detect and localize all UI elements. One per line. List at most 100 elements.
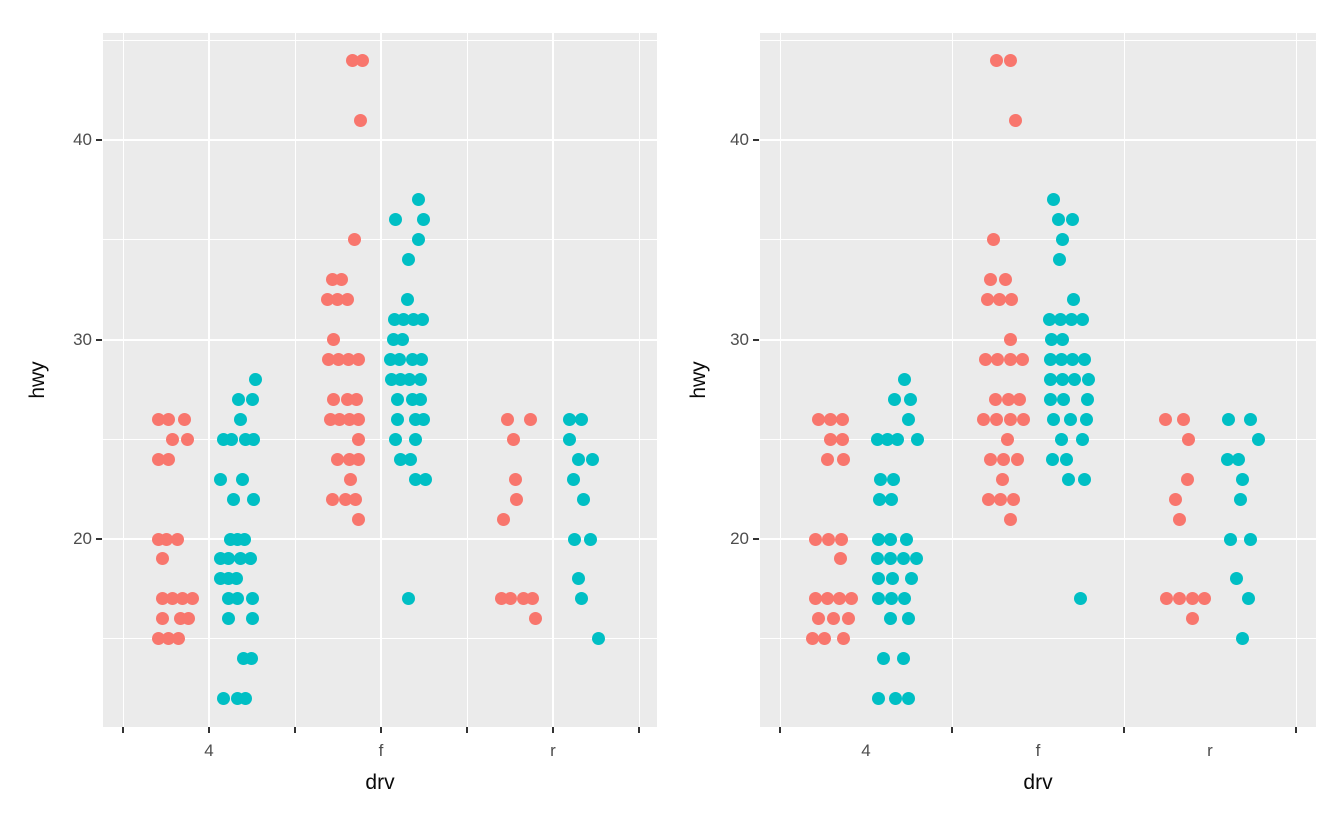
data-point-red xyxy=(1159,592,1173,606)
data-point-red xyxy=(811,412,825,426)
data-point-red xyxy=(1001,392,1015,406)
x-axis-tick-mark xyxy=(552,727,554,733)
data-point-teal xyxy=(887,392,901,406)
data-point-teal xyxy=(1233,492,1247,506)
data-point-red xyxy=(332,412,346,426)
data-point-red xyxy=(836,452,850,466)
data-point-red xyxy=(528,612,542,626)
data-point-teal xyxy=(1075,313,1089,327)
gridline-v-major xyxy=(380,33,382,727)
data-point-red xyxy=(351,412,365,426)
data-point-teal xyxy=(890,432,904,446)
data-point-teal xyxy=(1231,452,1245,466)
data-point-teal xyxy=(909,552,923,566)
data-point-red xyxy=(808,532,822,546)
x-axis-tick-mark xyxy=(951,727,953,733)
data-point-teal xyxy=(388,213,402,227)
data-point-red xyxy=(1012,392,1026,406)
data-point-red xyxy=(508,472,522,486)
data-point-red xyxy=(343,472,357,486)
data-point-teal xyxy=(231,392,245,406)
data-point-teal xyxy=(401,592,415,606)
data-point-red xyxy=(345,53,359,67)
data-point-teal xyxy=(1043,392,1057,406)
data-point-teal xyxy=(897,592,911,606)
data-point-red xyxy=(989,53,1003,67)
data-point-teal xyxy=(576,492,590,506)
x-axis-tick-mark xyxy=(1123,727,1125,733)
data-point-teal xyxy=(1046,412,1060,426)
data-point-teal xyxy=(886,472,900,486)
data-point-teal xyxy=(390,392,404,406)
data-point-teal xyxy=(1080,392,1094,406)
data-point-red xyxy=(811,612,825,626)
data-point-red xyxy=(151,412,165,426)
data-point-red xyxy=(180,432,194,446)
data-point-red xyxy=(151,632,165,646)
data-point-red xyxy=(330,452,344,466)
data-point-teal xyxy=(567,532,581,546)
data-point-teal xyxy=(883,532,897,546)
x-axis-tick-label: r xyxy=(550,741,556,760)
data-point-teal xyxy=(1045,452,1059,466)
data-point-red xyxy=(976,412,990,426)
data-point-teal xyxy=(1223,532,1237,546)
data-point-teal xyxy=(1054,352,1068,366)
data-point-teal xyxy=(896,652,910,666)
data-point-red xyxy=(833,552,847,566)
gridline-h-major xyxy=(760,538,1316,540)
data-point-red xyxy=(503,592,517,606)
data-point-teal xyxy=(395,333,409,346)
data-point-red xyxy=(349,392,363,406)
data-point-teal xyxy=(224,432,238,446)
gridline-h-minor xyxy=(760,638,1316,640)
data-point-teal xyxy=(871,692,885,706)
data-point-teal xyxy=(413,392,427,406)
data-point-red xyxy=(1016,412,1030,426)
data-point-teal xyxy=(1065,213,1079,227)
data-point-red xyxy=(325,492,339,506)
data-point-teal xyxy=(413,372,427,386)
data-point-red xyxy=(1003,352,1017,366)
gridline-v-minor xyxy=(294,33,296,727)
data-point-red xyxy=(155,552,169,566)
x-axis-tick-label: r xyxy=(1207,741,1213,760)
data-point-teal xyxy=(1241,592,1255,606)
data-point-teal xyxy=(571,452,585,466)
data-point-red xyxy=(155,592,169,606)
data-point-red xyxy=(185,592,199,606)
data-point-teal xyxy=(880,432,894,446)
data-point-teal xyxy=(416,412,430,426)
x-axis-tick-mark xyxy=(1295,727,1297,733)
x-axis-tick-mark xyxy=(466,727,468,733)
data-point-teal xyxy=(574,412,588,426)
gridline-h-major xyxy=(760,139,1316,141)
data-point-red xyxy=(983,452,997,466)
data-point-red xyxy=(1015,352,1029,366)
data-point-red xyxy=(834,532,848,546)
data-point-red xyxy=(835,412,849,426)
data-point-red xyxy=(331,352,345,366)
data-point-teal xyxy=(1042,313,1056,327)
data-point-teal xyxy=(1056,392,1070,406)
data-point-teal xyxy=(246,492,260,506)
data-point-red xyxy=(1172,512,1186,526)
data-point-teal xyxy=(238,692,252,706)
data-point-teal xyxy=(562,412,576,426)
data-point-teal xyxy=(221,612,235,626)
data-point-red xyxy=(330,293,344,307)
gridline-v-minor xyxy=(1295,33,1297,727)
gridline-h-major xyxy=(760,338,1316,341)
y-axis-tick-mark xyxy=(753,538,759,540)
data-point-teal xyxy=(871,572,885,586)
data-point-red xyxy=(1000,432,1014,446)
y-axis-tick-mark xyxy=(96,139,102,141)
data-point-teal xyxy=(418,472,432,486)
data-point-teal xyxy=(415,313,429,327)
data-point-red xyxy=(161,632,175,646)
data-point-teal xyxy=(401,253,415,267)
data-point-red xyxy=(1004,293,1018,307)
data-point-teal xyxy=(245,392,259,406)
data-point-red xyxy=(326,333,340,346)
data-point-red xyxy=(1168,492,1182,506)
